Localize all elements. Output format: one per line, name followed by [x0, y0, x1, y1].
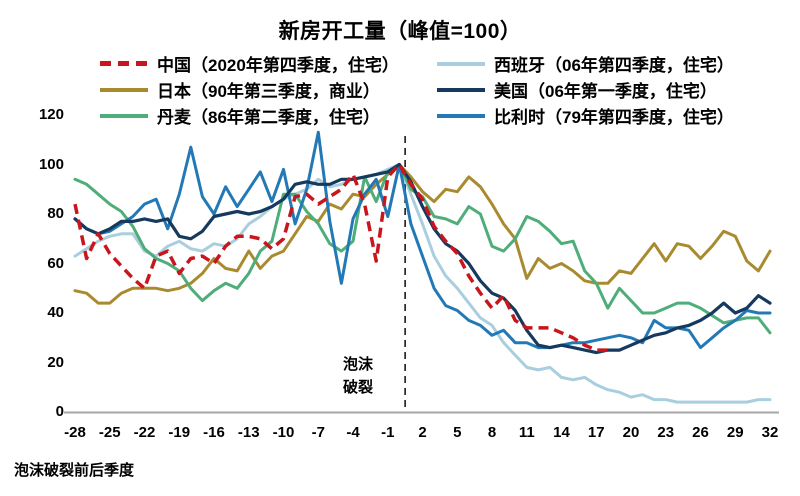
y-tick-label-0: 0: [55, 403, 64, 420]
x-tick-label--7: -7: [311, 424, 325, 441]
x-tick-label--28: -28: [64, 424, 86, 441]
y-tick-label-40: 40: [47, 304, 64, 321]
legend-swatch-us: [437, 87, 485, 92]
x-tick-label-8: 8: [487, 424, 497, 441]
series-line-japan: [73, 163, 772, 305]
x-tick-label-14: 14: [553, 424, 570, 441]
legend-item-denmark: 丹麦（86年第二季度，住宅）: [100, 105, 437, 127]
x-tick-label--10: -10: [272, 424, 295, 441]
legend-item-spain: 西班牙（06年第四季度，住宅）: [437, 53, 734, 75]
legend-swatch-denmark: [100, 113, 148, 118]
legend-label-us: 美国（06年第一季度，住宅）: [494, 82, 717, 101]
x-tick-label--16: -16: [203, 424, 225, 441]
series-line-spain: [73, 163, 772, 404]
x-tick-label-5: 5: [453, 424, 462, 441]
legend-swatch-belgium: [437, 113, 485, 118]
x-axis-caption: 泡沫破裂前后季度: [14, 462, 135, 479]
x-tick-label--13: -13: [237, 424, 260, 441]
x-tick-label-2: 2: [418, 424, 427, 441]
x-tick-label-23: 23: [657, 424, 675, 441]
x-tick-label--4: -4: [346, 424, 360, 441]
legend-item-china: 中国（2020年第四季度，住宅）: [100, 53, 437, 75]
legend-label-japan: 日本（90年第三季度，商业）: [157, 82, 380, 101]
x-tick-label-17: 17: [587, 424, 605, 441]
legend-label-belgium: 比利时（79年第四季度，住宅）: [494, 108, 734, 127]
series-line-belgium: [73, 130, 772, 350]
y-tick-label-20: 20: [47, 353, 64, 371]
legend-label-china: 中国（2020年第四季度，住宅）: [157, 56, 399, 75]
y-tick-label-120: 120: [38, 106, 64, 123]
legend-swatch-china: [100, 61, 148, 66]
legend-swatch-spain: [437, 61, 485, 66]
bubble-burst-annotation: 泡沫 破裂: [343, 353, 373, 399]
x-tick-label--1: -1: [381, 424, 395, 441]
bubble-burst-annotation-line1: 泡沫: [343, 356, 374, 373]
bubble-burst-annotation-line2: 破裂: [343, 379, 374, 396]
y-tick-label-100: 100: [38, 155, 64, 173]
legend-item-us: 美国（06年第一季度，住宅）: [437, 79, 734, 101]
x-tick-label--25: -25: [98, 424, 121, 441]
x-tick-label-29: 29: [726, 424, 744, 441]
chart-title: 新房开工量（峰值=100）: [278, 20, 522, 43]
x-tick-label--22: -22: [133, 424, 156, 441]
legend: 中国（2020年第四季度，住宅） 西班牙（06年第四季度，住宅） 日本（90年第三季…: [100, 53, 734, 127]
legend-item-japan: 日本（90年第三季度，商业）: [100, 79, 437, 101]
x-tick-label-32: 32: [761, 424, 779, 441]
legend-item-belgium: 比利时（79年第四季度，住宅）: [437, 105, 734, 127]
series-line-china: [73, 162, 608, 352]
x-tick-label-20: 20: [622, 424, 640, 441]
legend-label-spain: 西班牙（06年第四季度，住宅）: [494, 56, 734, 75]
x-tick-label-26: 26: [692, 424, 709, 441]
x-tick-label-11: 11: [518, 424, 535, 441]
y-tick-label-80: 80: [47, 205, 64, 222]
legend-swatch-japan: [100, 87, 148, 92]
legend-label-denmark: 丹麦（86年第二季度，住宅）: [157, 108, 380, 127]
series-line-us: [73, 162, 772, 355]
x-tick-label--19: -19: [168, 424, 191, 441]
y-tick-label-60: 60: [47, 254, 64, 272]
